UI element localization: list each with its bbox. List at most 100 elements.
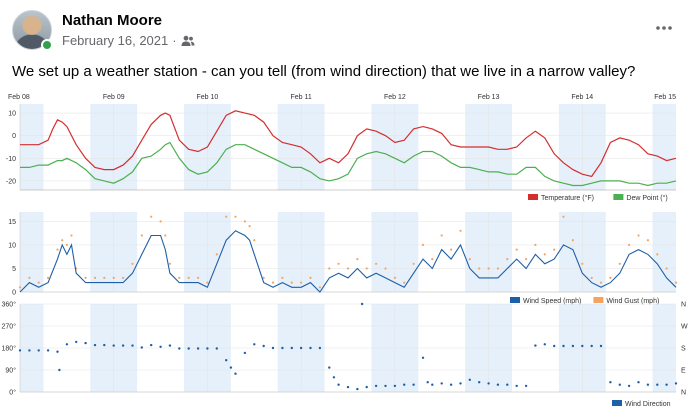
- wind-gust-point: [646, 239, 650, 242]
- night-band: [577, 212, 606, 292]
- post-text: We set up a weather station - can you te…: [12, 63, 636, 80]
- y-tick-label-right: N: [681, 302, 686, 309]
- wind-gust-point: [337, 262, 340, 265]
- wind-direction-point: [318, 346, 322, 350]
- night-band: [465, 212, 489, 292]
- legend-swatch: [613, 194, 624, 200]
- wind-gust-point: [459, 229, 462, 232]
- wind-direction-point: [215, 347, 218, 350]
- y-tick-label: 270°: [2, 323, 17, 331]
- wind-gust-point: [248, 225, 251, 228]
- legend-entry: Wind Speed (mph): [523, 298, 581, 305]
- wind-direction-point: [150, 343, 153, 347]
- night-band: [184, 104, 208, 190]
- wind-direction-point: [599, 344, 603, 348]
- legend-entry: Wind Direction: [625, 401, 671, 408]
- wind-direction-point: [168, 344, 172, 347]
- wind-gust-point: [365, 267, 368, 270]
- wind-gust-point: [225, 215, 228, 218]
- wind-gust-point: [356, 258, 359, 261]
- avatar[interactable]: [12, 10, 52, 50]
- wind-gust-point: [178, 276, 181, 279]
- y-tick-label: -10: [6, 156, 16, 163]
- wind-gust-point: [618, 262, 621, 265]
- wind-direction-point: [112, 344, 115, 347]
- wind-direction-point: [196, 347, 200, 350]
- wind-gust-point: [187, 276, 190, 279]
- night-band: [577, 104, 606, 190]
- wind-direction-point: [562, 344, 565, 348]
- wind-speed-series-line: [19, 230, 677, 293]
- wind-direction-point: [65, 343, 69, 346]
- friends-icon[interactable]: [181, 35, 195, 47]
- night-band: [652, 212, 676, 292]
- wind-gust-point: [346, 267, 350, 270]
- wind-gust-point: [18, 286, 22, 289]
- post-meta: February 16, 2021 ·: [62, 33, 195, 48]
- y-tick-label: 90°: [5, 367, 16, 375]
- wind-gust-point: [375, 262, 378, 265]
- legend-entry: Temperature (°F): [541, 194, 594, 202]
- wind-gust-point: [628, 243, 631, 246]
- wind-gust-point: [84, 276, 87, 279]
- y-tick-label: 5: [12, 266, 16, 273]
- wind-direction-point: [37, 349, 40, 352]
- night-band: [558, 104, 583, 190]
- x-tick-label: Feb 08: [8, 94, 30, 101]
- post-date[interactable]: February 16, 2021: [62, 33, 169, 48]
- author-name[interactable]: Nathan Moore: [62, 12, 163, 29]
- night-band: [277, 104, 302, 190]
- y-tick-label: 0: [12, 290, 16, 297]
- wind-gust-point: [403, 281, 406, 284]
- wind-gust-point: [468, 258, 471, 261]
- wind-gust-point: [562, 215, 565, 218]
- wind-direction-point: [299, 346, 303, 350]
- wind-direction-point: [309, 346, 312, 350]
- wind-gust-point: [609, 276, 612, 279]
- wind-direction-point: [159, 345, 162, 348]
- y-tick-label-right: S: [681, 346, 686, 353]
- night-band: [20, 212, 44, 292]
- wind-gust-point: [674, 281, 678, 284]
- wind-gust-point: [590, 276, 593, 279]
- night-band: [296, 212, 325, 292]
- wind-direction-point: [468, 378, 471, 381]
- wind-gust-point: [290, 281, 293, 284]
- wind-direction-point: [229, 366, 233, 369]
- legend-swatch: [593, 297, 604, 303]
- wind-direction-point: [627, 384, 631, 388]
- wind-gust-point: [309, 276, 312, 279]
- temperature-series-line: [20, 110, 677, 178]
- wind-gust-point: [197, 276, 200, 279]
- wind-gust-point: [487, 267, 490, 270]
- wind-direction-point: [478, 381, 481, 384]
- wind-direction-point: [618, 383, 621, 386]
- wind-gust-point: [571, 239, 575, 242]
- y-tick-label: 15: [8, 219, 16, 226]
- wind-gust-point: [206, 281, 209, 284]
- wind-direction-point: [206, 347, 209, 350]
- x-tick-label: Feb 09: [103, 94, 125, 101]
- wind-direction-point: [46, 349, 50, 352]
- wind-gust-point: [65, 243, 68, 246]
- wind-direction-point: [459, 382, 462, 385]
- more-horizontal-icon: [656, 26, 672, 30]
- y-tick-label: -20: [6, 178, 16, 185]
- wind-gust-point: [262, 276, 265, 279]
- legend-swatch: [612, 400, 622, 406]
- y-tick-label-right: N: [681, 390, 686, 397]
- night-band: [277, 212, 302, 292]
- night-band: [109, 212, 138, 292]
- wind-direction-point: [337, 383, 340, 386]
- wind-direction-point: [553, 344, 556, 348]
- wind-direction-point: [225, 359, 228, 362]
- legend-swatch: [528, 194, 538, 200]
- x-tick-label: Feb 13: [478, 94, 500, 101]
- more-options-button[interactable]: [650, 14, 678, 42]
- wind-gust-point: [534, 243, 537, 246]
- y-tick-label: 360°: [2, 301, 17, 309]
- weather-chart-image: Feb 08 Feb 09 Feb 10 Feb 11 Feb 12 Feb 13 Feb …: [0, 92, 694, 412]
- x-tick-label: Feb 15: [654, 94, 676, 101]
- y-tick-label-right: E: [681, 368, 686, 375]
- wind-direction-point: [524, 384, 528, 388]
